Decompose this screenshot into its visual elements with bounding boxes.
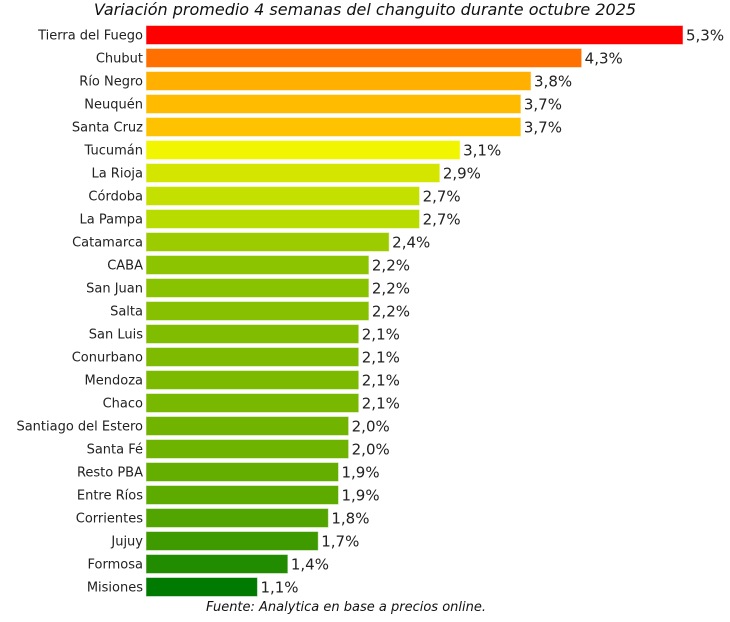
chart-source: Fuente: Analytica en base a precios onli… [206,600,486,615]
value-label: 3,8% [534,73,572,91]
value-label: 2,0% [352,441,390,459]
bar [145,301,370,321]
value-label: 2,1% [362,349,400,367]
bar [145,324,360,344]
value-label: 2,1% [362,326,400,344]
bar [145,347,360,367]
category-label: Misiones [87,581,143,596]
value-label: 2,1% [362,372,400,390]
value-label: 4,3% [585,50,623,68]
category-label: Tierra del Fuego [37,29,143,44]
value-label: 2,0% [352,418,390,436]
category-label: Chubut [96,52,143,67]
category-label: San Luis [89,328,143,343]
value-label: 1,4% [291,556,329,574]
bar [145,163,441,183]
value-label: 2,2% [372,303,410,321]
category-label: Corrientes [76,512,143,527]
category-label: Tucumán [84,144,143,159]
bar [145,94,522,114]
value-label: 3,7% [524,119,562,137]
value-label: 2,4% [392,234,430,252]
value-label: 1,7% [321,533,359,551]
bar [145,439,350,459]
category-label: Catamarca [72,236,143,251]
bar [145,71,532,91]
bar [145,485,340,505]
bar [145,25,684,45]
bar [145,370,360,390]
category-label: San Juan [86,282,143,297]
bar [145,554,289,574]
bar [145,531,319,551]
value-label: 3,1% [463,142,501,160]
category-label: CABA [107,259,143,274]
bar [145,255,370,275]
value-label: 2,7% [423,211,461,229]
bar [145,462,340,482]
category-label: La Rioja [91,167,143,182]
bar [145,117,522,137]
category-label: Formosa [88,558,143,573]
value-label: 2,9% [443,165,481,183]
value-label: 3,7% [524,96,562,114]
value-label: 2,2% [372,257,410,275]
bar [145,577,258,597]
bar [145,508,329,528]
bar [145,209,421,229]
category-label: Salta [110,305,143,320]
bar [145,140,461,160]
value-label: 5,3% [686,27,724,45]
category-label: Santa Fé [87,443,143,458]
chart-title: Variación promedio 4 semanas del changui… [93,0,637,19]
category-label: Conurbano [72,351,143,366]
category-label: Jujuy [110,535,143,550]
value-label: 2,2% [372,280,410,298]
category-label: Entre Ríos [77,489,143,504]
value-label: 1,1% [260,579,298,597]
bar [145,416,350,436]
value-label: 2,1% [362,395,400,413]
bar [145,48,583,68]
category-label: Neuquén [84,98,143,113]
bar [145,232,390,252]
value-label: 2,7% [423,188,461,206]
category-label: Río Negro [79,75,143,90]
category-label: Córdoba [88,190,143,205]
category-label: Santa Cruz [72,121,143,136]
value-label: 1,9% [342,464,380,482]
bar [145,278,370,298]
value-label: 1,9% [342,487,380,505]
bar [145,393,360,413]
category-label: Santiago del Estero [16,420,143,435]
category-label: La Pampa [80,213,143,228]
category-label: Resto PBA [77,466,143,481]
value-label: 1,8% [331,510,369,528]
bar [145,186,421,206]
category-label: Mendoza [85,374,143,389]
category-label: Chaco [103,397,143,412]
